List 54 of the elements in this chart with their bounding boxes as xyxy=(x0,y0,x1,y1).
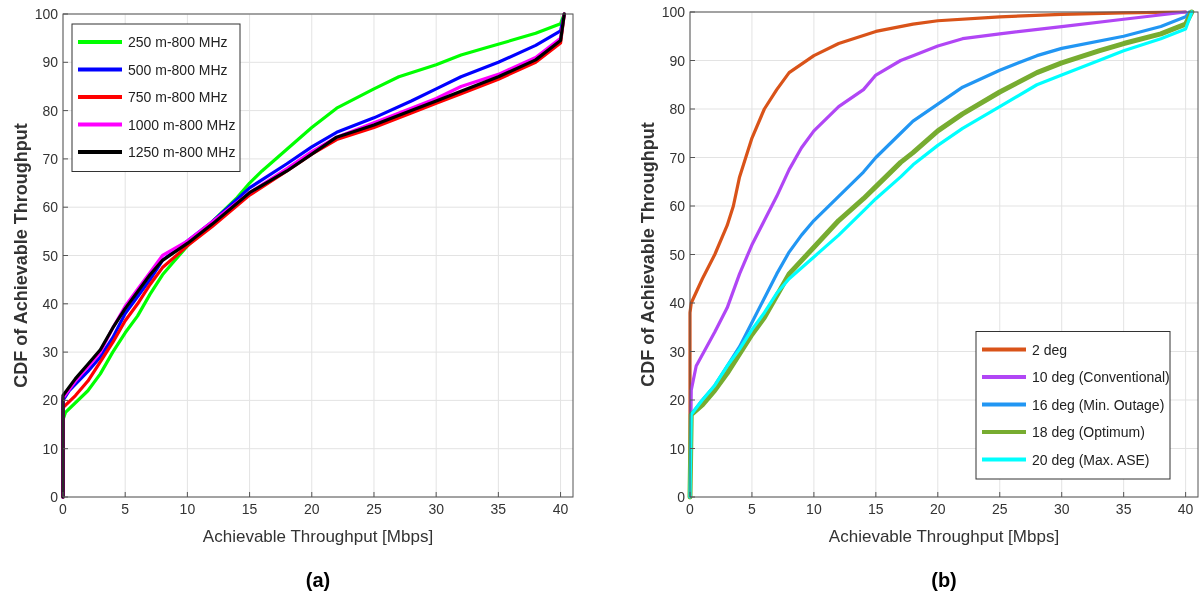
x-tick-label: 40 xyxy=(552,501,569,517)
y-tick-label: 90 xyxy=(669,52,686,69)
x-tick-label: 20 xyxy=(930,501,946,517)
x-tick-label: 25 xyxy=(991,501,1008,517)
y-tick-label: 60 xyxy=(669,198,686,214)
y-tick-label: 100 xyxy=(34,6,59,22)
x-tick-label: 15 xyxy=(868,501,884,517)
y-axis-title: CDF of Achievable Throughput xyxy=(638,122,658,387)
y-tick-label: 50 xyxy=(42,247,59,264)
y-tick-label: 30 xyxy=(669,343,686,360)
y-tick-label: 20 xyxy=(42,392,59,409)
y-tick-label: 40 xyxy=(669,295,686,311)
y-tick-label: 10 xyxy=(42,440,59,457)
x-tick-label: 30 xyxy=(428,501,445,517)
x-tick-label: 20 xyxy=(303,501,320,517)
legend-label: 1000 m-800 MHz xyxy=(128,116,236,133)
y-tick-label: 0 xyxy=(50,489,59,505)
legend-label: 2 deg xyxy=(1032,341,1068,358)
y-tick-label: 90 xyxy=(42,54,59,71)
x-tick-label: 5 xyxy=(121,501,130,517)
x-tick-label: 10 xyxy=(806,501,822,517)
x-tick-label: 25 xyxy=(366,501,382,517)
x-axis-title: Achievable Throughput [Mbps] xyxy=(828,527,1060,546)
y-tick-label: 0 xyxy=(677,489,686,505)
y-tick-label: 60 xyxy=(42,199,59,216)
legend-label: 16 deg (Min. Outage) xyxy=(1032,396,1165,413)
x-tick-label: 40 xyxy=(1177,501,1194,517)
legend-label: 750 m-800 MHz xyxy=(128,89,228,105)
legend-label: 500 m-800 MHz xyxy=(128,61,228,78)
x-tick-label: 35 xyxy=(490,501,507,517)
y-tick-label: 70 xyxy=(42,150,59,167)
y-axis-title: CDF of Achievable Throughput xyxy=(11,123,31,388)
y-tick-label: 20 xyxy=(669,392,686,408)
x-tick-label: 15 xyxy=(241,501,258,517)
x-axis-title: Achievable Throughput [Mbps] xyxy=(202,527,434,546)
y-tick-label: 10 xyxy=(669,440,686,457)
legend-label: 18 deg (Optimum) xyxy=(1032,424,1145,440)
legend-label: 10 deg (Conventional) xyxy=(1032,369,1170,385)
x-tick-label: 35 xyxy=(1115,501,1132,517)
y-tick-label: 100 xyxy=(661,4,686,20)
y-tick-label: 70 xyxy=(669,149,686,166)
x-tick-label: 5 xyxy=(748,501,757,517)
y-tick-label: 30 xyxy=(42,344,59,361)
x-tick-label: 10 xyxy=(179,501,196,517)
text: (a) xyxy=(305,569,331,591)
y-tick-label: 50 xyxy=(669,246,686,263)
legend-label: 1250 m-800 MHz xyxy=(128,144,236,160)
text: (b) xyxy=(931,569,957,591)
legend-label: 20 deg (Max. ASE) xyxy=(1032,451,1150,468)
x-tick-label: 30 xyxy=(1053,501,1070,517)
legend-label: 250 m-800 MHz xyxy=(128,34,228,50)
y-tick-label: 40 xyxy=(42,295,59,312)
y-tick-label: 80 xyxy=(669,101,686,117)
y-tick-label: 80 xyxy=(42,102,59,119)
